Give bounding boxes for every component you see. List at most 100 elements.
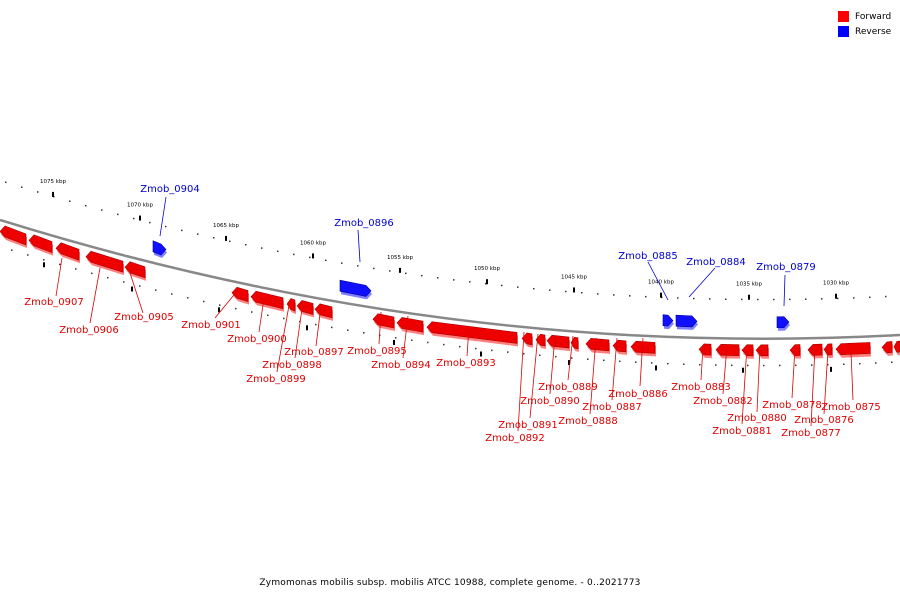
gene-label-zmob-0880: Zmob_0880 bbox=[727, 345, 787, 424]
tick-label: 1030 kbp bbox=[823, 281, 849, 287]
gene-arrow bbox=[28, 234, 53, 256]
gene-name: Zmob_0875 bbox=[821, 402, 881, 413]
gene-name: Zmob_0879 bbox=[756, 262, 816, 273]
gene-name: Zmob_0878 bbox=[762, 400, 822, 411]
gene-label-zmob-0885: Zmob_0885 bbox=[618, 251, 678, 301]
gene-arrow bbox=[893, 340, 900, 356]
legend-reverse: Reverse bbox=[838, 24, 891, 39]
gene-label-zmob-0883: Zmob_0883 bbox=[671, 345, 731, 393]
gene-name: Zmob_0893 bbox=[436, 358, 496, 369]
gene-name: Zmob_0887 bbox=[582, 402, 642, 413]
gene-arrow bbox=[152, 240, 167, 259]
gene-label-zmob-0893: Zmob_0893 bbox=[436, 326, 496, 369]
gene-label-zmob-0900: Zmob_0900 bbox=[227, 297, 287, 345]
gene-label-zmob-0878: Zmob_0878 bbox=[762, 347, 822, 411]
gene-name: Zmob_0898 bbox=[262, 360, 322, 371]
gene-name: Zmob_0881 bbox=[712, 426, 772, 437]
gene-arrow bbox=[396, 317, 424, 336]
gene-arrow bbox=[55, 242, 80, 264]
tick-label: 1075 kbp bbox=[40, 179, 66, 185]
gene-arrow bbox=[231, 286, 249, 305]
gene-label-zmob-0906: Zmob_0906 bbox=[59, 267, 119, 336]
gene-name: Zmob_0880 bbox=[727, 413, 787, 424]
gene-label-zmob-0879: Zmob_0879 bbox=[756, 262, 816, 307]
gene-label-zmob-0889: Zmob_0889 bbox=[538, 335, 598, 393]
gene-arrow bbox=[630, 340, 656, 357]
genome-backbone bbox=[0, 218, 900, 341]
gene-label-zmob-0894: Zmob_0894 bbox=[371, 315, 431, 371]
gene-arrow bbox=[715, 344, 740, 359]
gene-name: Zmob_0883 bbox=[671, 382, 731, 393]
gene-name: Zmob_0890 bbox=[520, 396, 580, 407]
tick-label: 1055 kbp bbox=[387, 255, 413, 261]
gene-name: Zmob_0894 bbox=[371, 360, 431, 371]
genome-title: Zymomonas mobilis subsp. mobilis ATCC 10… bbox=[259, 578, 641, 588]
gene-name: Zmob_0884 bbox=[686, 257, 746, 268]
gene-name: Zmob_0889 bbox=[538, 382, 598, 393]
gene-arrow bbox=[789, 344, 801, 359]
gene-name: Zmob_0906 bbox=[59, 325, 119, 336]
gene-label-zmob-0907: Zmob_0907 bbox=[24, 257, 84, 308]
legend-reverse-label: Reverse bbox=[855, 26, 892, 37]
gene-label-zmob-0896: Zmob_0896 bbox=[334, 218, 394, 263]
gene-label-zmob-0882: Zmob_0882 bbox=[693, 345, 753, 407]
gene-label-zmob-0887: Zmob_0887 bbox=[582, 337, 642, 413]
gene-label-zmob-0897: Zmob_0897 bbox=[284, 305, 344, 358]
gene-arrow bbox=[426, 321, 518, 347]
gene-arrow bbox=[835, 342, 871, 358]
gene-arrow bbox=[776, 316, 790, 331]
gene-label-zmob-0875: Zmob_0875 bbox=[821, 351, 881, 413]
gene-arrow bbox=[286, 298, 296, 315]
gene-arrow bbox=[250, 290, 284, 312]
gene-arrow bbox=[314, 303, 333, 321]
gene-label-zmob-0890: Zmob_0890 bbox=[520, 335, 580, 407]
gene-arrow bbox=[698, 343, 712, 359]
gene-label-zmob-0895: Zmob_0895 bbox=[347, 311, 407, 357]
gene-name: Zmob_0896 bbox=[334, 218, 394, 229]
gene-name: Zmob_0882 bbox=[693, 396, 753, 407]
gene-arrow bbox=[675, 314, 698, 330]
gene-name: Zmob_0888 bbox=[558, 416, 618, 427]
gene-label-zmob-0888: Zmob_0888 bbox=[558, 337, 618, 427]
tick-label: 1070 kbp bbox=[127, 203, 153, 209]
gene-label-zmob-0891: Zmob_0891 bbox=[498, 333, 558, 431]
gene-arrow bbox=[535, 333, 546, 350]
gene-arrow bbox=[339, 279, 372, 300]
gene-label-zmob-0886: Zmob_0886 bbox=[608, 337, 668, 400]
gene-label-zmob-0899: Zmob_0899 bbox=[246, 299, 306, 385]
gene-arrow bbox=[755, 344, 769, 359]
gene-label-zmob-0884: Zmob_0884 bbox=[686, 257, 746, 298]
gene-name: Zmob_0885 bbox=[618, 251, 678, 262]
gene-labels: Zmob_0907 Zmob_0906 Zmob_0905 Zmob_0904 Zmob… bbox=[24, 184, 881, 444]
gene-name: Zmob_0886 bbox=[608, 389, 668, 400]
legend-forward-label: Forward bbox=[855, 11, 892, 22]
tick-label: 1060 kbp bbox=[300, 240, 326, 246]
gene-arrow bbox=[807, 343, 823, 359]
gene-arrow bbox=[662, 314, 674, 330]
tick-label: 1050 kbp bbox=[474, 266, 500, 272]
tick-label: 1045 kbp bbox=[561, 274, 587, 280]
gene-arrow bbox=[296, 300, 314, 318]
legend-forward: Forward bbox=[838, 9, 891, 24]
gene-arrow bbox=[881, 341, 893, 356]
gene-name: Zmob_0907 bbox=[24, 297, 84, 308]
gene-name: Zmob_0900 bbox=[227, 334, 287, 345]
gene-name: Zmob_0901 bbox=[181, 320, 241, 331]
gene-arrow bbox=[0, 225, 27, 248]
gene-arrow bbox=[546, 334, 570, 352]
gene-name: Zmob_0892 bbox=[485, 433, 545, 444]
gene-name: Zmob_0895 bbox=[347, 346, 407, 357]
gene-name: Zmob_0897 bbox=[284, 347, 344, 358]
gene-name: Zmob_0905 bbox=[114, 312, 174, 323]
gene-arrow bbox=[741, 344, 754, 359]
gene-label-zmob-0892: Zmob_0892 bbox=[485, 331, 545, 444]
scale-dots bbox=[5, 181, 893, 367]
gene-label-zmob-0877: Zmob_0877 bbox=[781, 347, 841, 439]
gene-arrow bbox=[124, 261, 146, 281]
gene-name: Zmob_0877 bbox=[781, 428, 841, 439]
gene-label-zmob-0876: Zmob_0876 bbox=[794, 349, 854, 426]
tick-label: 1035 kbp bbox=[736, 282, 762, 288]
gene-arrow bbox=[372, 313, 395, 331]
gene-label-zmob-0881: Zmob_0881 bbox=[712, 345, 772, 437]
